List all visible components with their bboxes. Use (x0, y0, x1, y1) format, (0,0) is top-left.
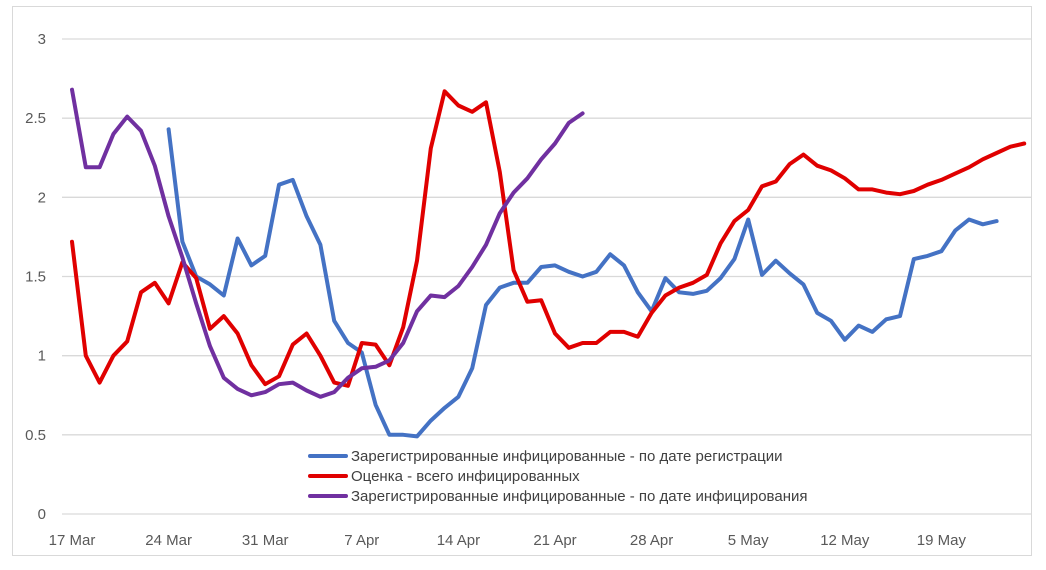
y-axis-ticks: 0 0.5 1 1.5 2 2.5 3 (25, 31, 46, 523)
y-tick-label: 0.5 (25, 427, 46, 444)
legend: Зарегистрированные инфицированные - по д… (308, 448, 808, 505)
x-tick-label: 7 Apr (344, 532, 379, 549)
legend-label-2: Оценка - всего инфицированных (351, 468, 580, 485)
x-tick-label: 17 Mar (49, 532, 96, 549)
y-tick-label: 2.5 (25, 110, 46, 127)
y-tick-label: 2 (38, 189, 46, 206)
legend-label-1: Зарегистрированные инфицированные - по д… (351, 448, 782, 465)
series-line-3 (70, 87, 585, 399)
legend-label-3: Зарегистрированные инфицированные - по д… (351, 488, 808, 505)
x-tick-label: 12 May (820, 532, 870, 549)
series-lines (70, 87, 1027, 439)
series-line-2 (70, 89, 1027, 388)
x-axis-ticks: 17 Mar 24 Mar 31 Mar 7 Apr 14 Apr 21 Apr 28 Ap… (49, 532, 967, 549)
y-tick-label: 3 (38, 31, 46, 48)
x-tick-label: 24 Mar (145, 532, 192, 549)
chart-frame (12, 6, 1032, 556)
x-tick-label: 21 Apr (533, 532, 576, 549)
x-tick-label: 28 Apr (630, 532, 673, 549)
x-tick-label: 19 May (917, 532, 967, 549)
y-tick-label: 0 (38, 506, 46, 523)
x-tick-label: 5 May (728, 532, 769, 549)
series-line-1 (166, 127, 999, 439)
gridlines (62, 38, 1032, 515)
x-tick-label: 31 Mar (242, 532, 289, 549)
x-tick-label: 14 Apr (437, 532, 480, 549)
y-tick-label: 1 (38, 348, 46, 365)
y-tick-label: 1.5 (25, 269, 46, 286)
